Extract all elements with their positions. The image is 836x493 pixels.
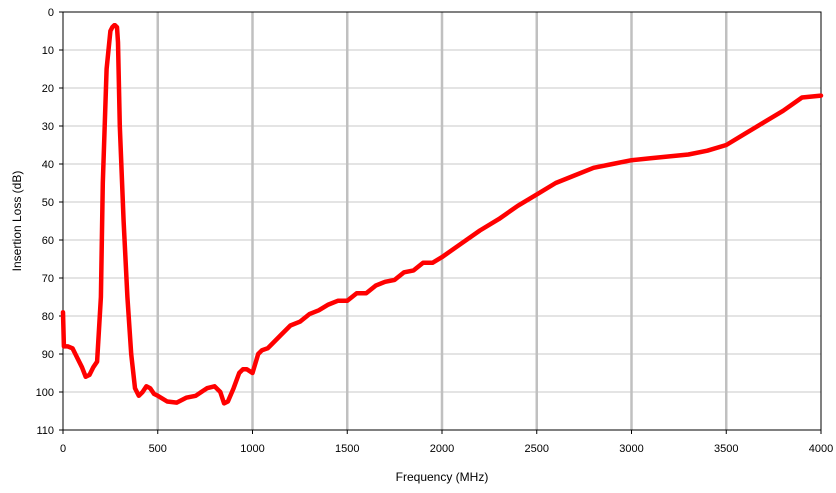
y-tick-label: 0 xyxy=(48,7,54,19)
y-tick-label: 20 xyxy=(42,83,54,95)
y-axis-ticks: 0 10 20 30 40 50 60 70 80 90 100 110 xyxy=(36,7,63,437)
x-tick-label: 3000 xyxy=(619,443,643,455)
insertion-loss-series-line xyxy=(60,23,824,406)
x-tick-label: 1000 xyxy=(240,443,264,455)
x-tick-label: 1500 xyxy=(335,443,359,455)
y-tick-label: 60 xyxy=(42,235,54,247)
x-tick-label: 500 xyxy=(149,443,167,455)
y-tick-label: 30 xyxy=(42,121,54,133)
y-tick-label: 100 xyxy=(36,387,54,399)
x-axis-ticks: 0 500 1000 1500 2000 2500 3000 3500 4000 xyxy=(60,430,833,455)
y-tick-label: 80 xyxy=(42,311,54,323)
x-tick-label: 2500 xyxy=(525,443,549,455)
y-tick-label: 90 xyxy=(42,349,54,361)
x-tick-label: 2000 xyxy=(430,443,454,455)
y-tick-label: 110 xyxy=(36,425,54,437)
y-tick-label: 50 xyxy=(42,197,54,209)
x-axis-title: Frequency (MHz) xyxy=(396,470,489,484)
y-tick-label: 10 xyxy=(42,45,54,57)
x-tick-label: 4000 xyxy=(809,443,833,455)
y-tick-label: 70 xyxy=(42,273,54,285)
x-tick-label: 3500 xyxy=(714,443,738,455)
y-axis-title: Insertion Loss (dB) xyxy=(10,171,24,272)
vertical-gridlines xyxy=(156,12,728,430)
y-tick-label: 40 xyxy=(42,159,54,171)
x-tick-label: 0 xyxy=(60,443,66,455)
